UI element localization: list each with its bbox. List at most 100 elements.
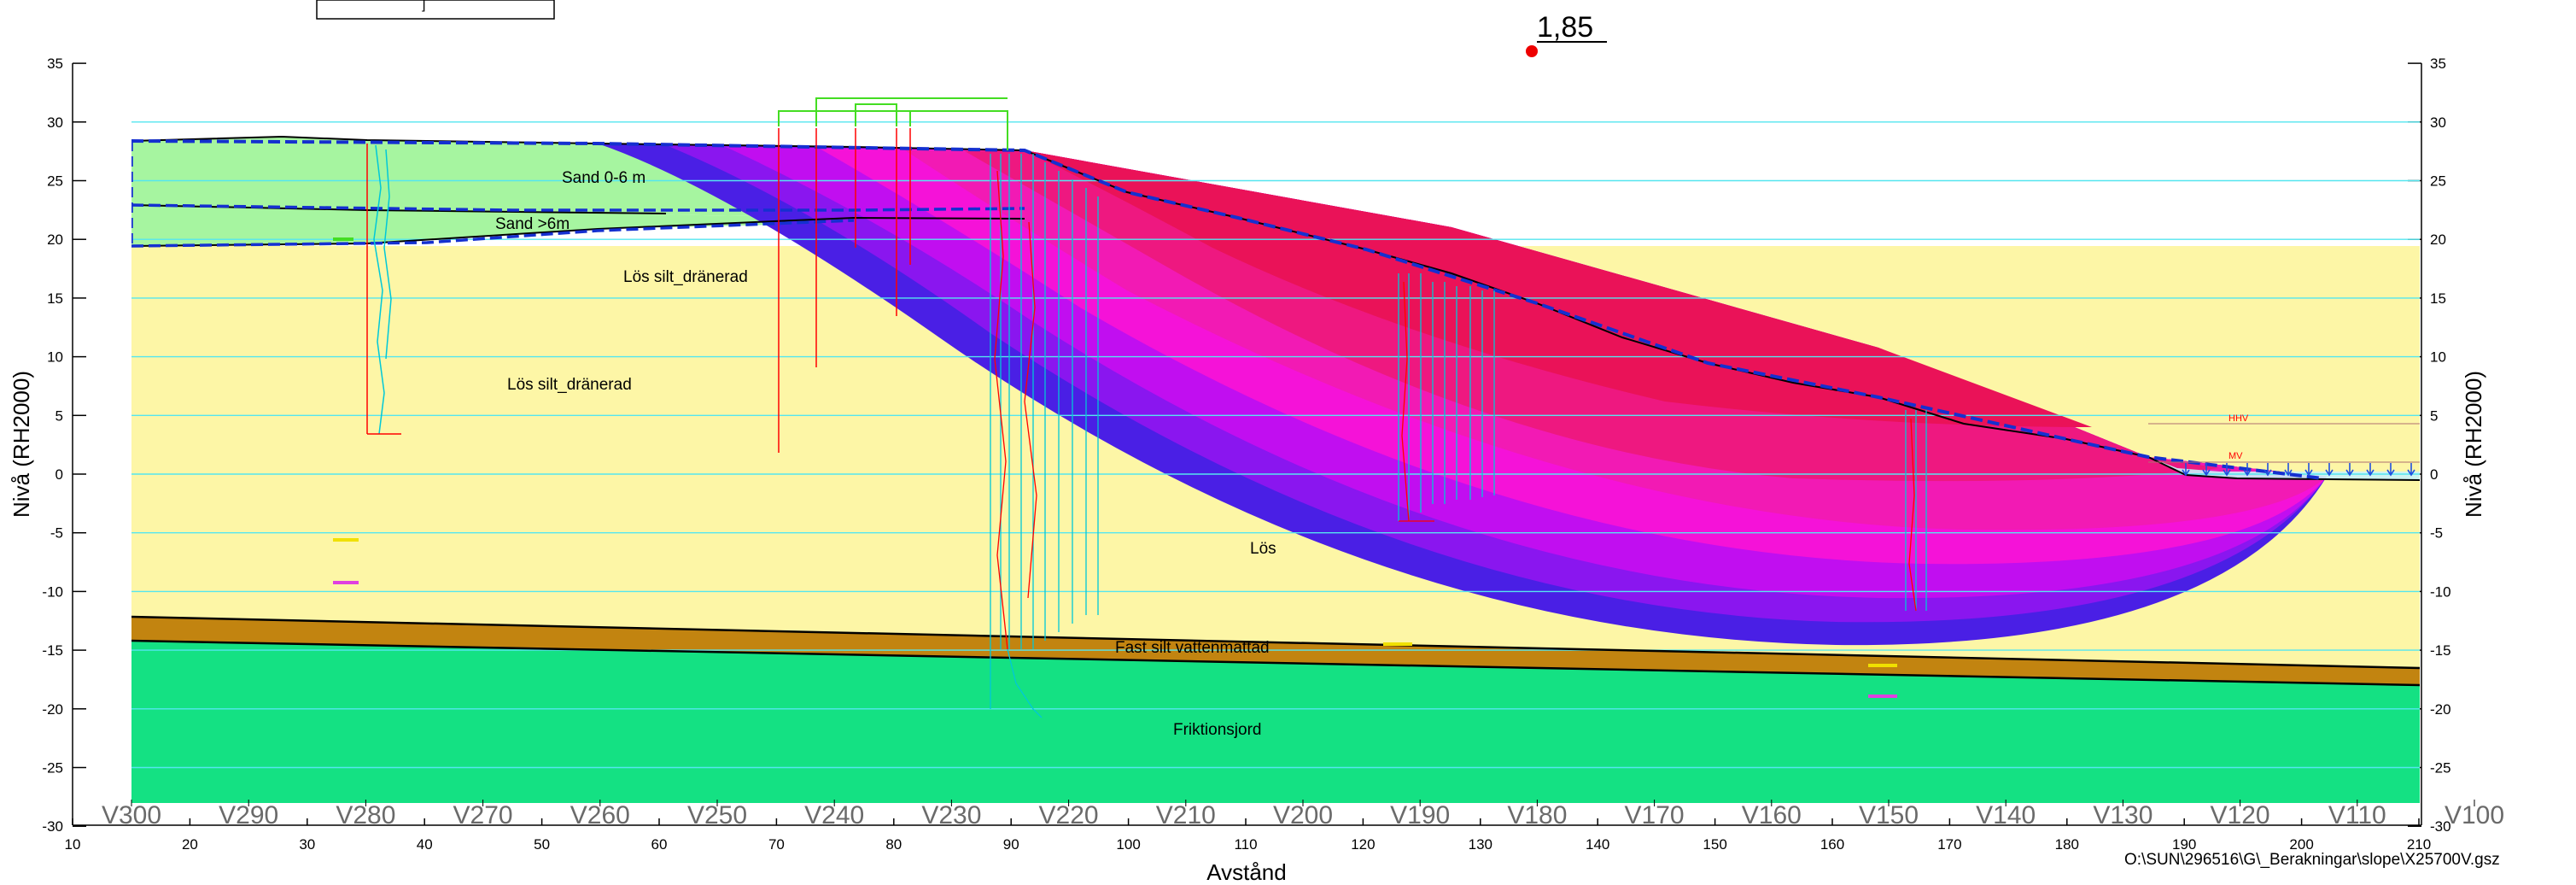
x-tick-label: 50 <box>534 836 550 853</box>
x-tick-label: 140 <box>1586 836 1609 853</box>
layer-sand-deep <box>131 205 1025 246</box>
y-tick-label-left: -20 <box>42 701 63 718</box>
y-tick-label-right: 5 <box>2430 407 2438 424</box>
water-arrow <box>2223 463 2231 477</box>
y-axis-ticks-right: 35 30 25 20 15 10 5 0 -5 -10 -15 -20 -25 -30 <box>2408 56 2451 835</box>
x-axis-label: Avstånd <box>1206 859 1286 885</box>
y-tick-label-right: 15 <box>2430 290 2446 307</box>
sand-dashed-boundary-2 <box>131 219 855 248</box>
water-arrow <box>2345 463 2354 477</box>
x-tick-label: 30 <box>299 836 315 853</box>
x-tick-label: 210 <box>2407 836 2431 853</box>
borehole-group-1 <box>366 144 401 435</box>
x-tick-label: 110 <box>1234 836 1257 853</box>
y-tick-label-right: 10 <box>2430 349 2446 366</box>
marker-yellow-1 <box>333 538 359 542</box>
y-tick-label-left: -10 <box>42 583 63 600</box>
legend-text: ] <box>422 0 425 12</box>
marker-magenta-1 <box>333 581 359 584</box>
y-tick-label-left: -5 <box>50 525 63 542</box>
x-tick-label: 120 <box>1351 836 1375 853</box>
y-tick-label-right: 20 <box>2430 232 2446 248</box>
y-tick-label-left: 25 <box>47 173 63 190</box>
y-tick-label-right: -30 <box>2430 818 2451 835</box>
water-arrow <box>2243 463 2252 477</box>
slip-surface-outline <box>131 139 2323 480</box>
x-tick-label: 130 <box>1469 836 1492 853</box>
y-tick-label-left: 15 <box>47 290 63 307</box>
x-tick-label: 100 <box>1116 836 1140 853</box>
soil-label-silt-upper: Lös silt_dränerad <box>623 268 748 286</box>
y-tick-label-right: 35 <box>2430 56 2446 72</box>
y-tick-label-left: 10 <box>47 349 63 366</box>
sounding-tree <box>778 97 1008 150</box>
grid-lines <box>131 121 2420 769</box>
water-arrow <box>2263 463 2272 477</box>
borehole-group-2 <box>778 128 911 453</box>
water-flow-arrows <box>2182 463 2415 477</box>
y-tick-label-left: 0 <box>55 466 63 483</box>
x-tick-label: 190 <box>2172 836 2196 853</box>
soil-label-sand-deep: Sand >6m <box>495 215 570 233</box>
y-tick-label-left: -30 <box>42 818 63 835</box>
x-tick-label: 170 <box>1937 836 1961 853</box>
layer-firm-silt <box>131 617 2420 685</box>
y-tick-label-left: 20 <box>47 232 63 248</box>
file-path: O:\SUN\296516\G\_Berakningar\slope\X2570… <box>2124 851 2500 869</box>
y-tick-label-right: 30 <box>2430 114 2446 131</box>
legend-box <box>316 0 555 20</box>
y-tick-label-right: -5 <box>2430 525 2443 542</box>
marker-yellow-3 <box>1868 664 1897 667</box>
x-tick-label: 40 <box>417 836 433 853</box>
x-tick-label: 20 <box>182 836 198 853</box>
soil-label-silt-partial: Lös <box>1250 540 1276 558</box>
water-arrow <box>2386 463 2395 477</box>
x-tick-label: 200 <box>2289 836 2313 853</box>
y-tick-label-right: 25 <box>2430 173 2446 190</box>
y-tick-label-left: -25 <box>42 760 63 777</box>
y-tick-label-left: 5 <box>55 407 63 424</box>
firm-silt-top <box>131 615 2420 670</box>
y-axis-label-left: Nivå (RH2000) <box>9 371 34 518</box>
y-tick-label-left: -15 <box>42 642 63 659</box>
soil-label-firm-silt: Fast silt vattenmättad <box>1115 639 1270 657</box>
y-tick-label-right: -15 <box>2430 642 2451 659</box>
water-arrow <box>2284 463 2293 477</box>
borehole-group-3 <box>990 154 1099 718</box>
x-axis-ticks: 10 20 30 40 50 60 70 80 90 100 110 120 130 140 150 160 1… <box>65 818 2431 853</box>
y-axis-ticks-left: 35 30 25 20 15 10 5 0 -5 -10 -15 -20 -25 -30 <box>42 56 86 835</box>
x-tick-label: 80 <box>885 836 902 853</box>
slip-band-7 <box>1025 150 2092 427</box>
x-tick-label: 180 <box>2055 836 2079 853</box>
x-tick-label: 70 <box>768 836 785 853</box>
section-markers: V300 V290 V280 V270 V260 V250 V240 V230 V220 V210… <box>102 800 2504 829</box>
soil-label-friction: Friktionsjord <box>1173 721 1261 739</box>
y-tick-label-right: 0 <box>2430 466 2438 483</box>
y-tick-label-left: 30 <box>47 114 63 131</box>
water-arrow <box>2325 463 2334 477</box>
marker-yellow-2 <box>1383 642 1412 646</box>
water-label-hhv: HHV <box>2228 413 2249 424</box>
y-axis-label-right: Nivå (RH2000) <box>2461 371 2486 518</box>
y-tick-label-right: -25 <box>2430 760 2451 777</box>
firm-silt-bottom <box>131 639 2420 687</box>
marker-magenta-2 <box>1868 695 1897 698</box>
marker-green-1 <box>333 237 353 241</box>
x-tick-label: 60 <box>651 836 668 853</box>
borehole-group-4 <box>1398 273 1495 522</box>
x-tick-label: 160 <box>1820 836 1844 853</box>
water-arrow <box>2366 463 2374 477</box>
x-tick-label: 90 <box>1003 836 1019 853</box>
water-arrow <box>2182 463 2190 477</box>
sand-dashed-boundary <box>131 203 1025 212</box>
soil-label-silt-lower: Lös silt_dränerad <box>507 376 632 394</box>
water-arrow <box>2407 463 2415 477</box>
x-tick-label: 10 <box>65 836 81 853</box>
layer-friction <box>131 641 2420 803</box>
water-arrow <box>2202 463 2211 477</box>
x-tick-label: 150 <box>1703 836 1726 853</box>
slip-center-dot <box>1526 45 1538 57</box>
y-tick-label-right: -20 <box>2430 701 2451 718</box>
soil-label-sand-top: Sand 0-6 m <box>562 169 645 187</box>
